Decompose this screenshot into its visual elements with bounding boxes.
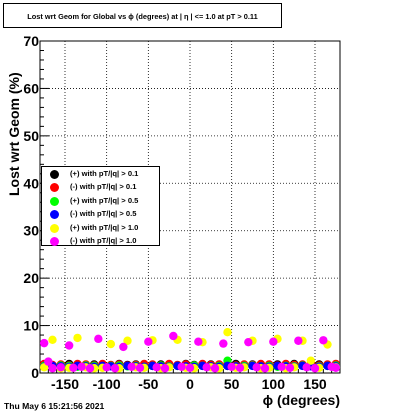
y-tick-label: 10 <box>23 318 39 334</box>
data-point <box>185 363 195 372</box>
legend-label: (-) with pT/|q| > 1.0 <box>70 236 137 245</box>
legend-label: (+) with pT/|q| > 1.0 <box>70 222 139 232</box>
data-point <box>244 337 253 347</box>
data-point <box>135 363 145 372</box>
x-tick-label: -150 <box>51 376 79 392</box>
data-point <box>160 364 170 373</box>
data-point <box>119 342 128 352</box>
timestamp-footer: Thu May 6 15:21:56 2021 <box>4 401 105 411</box>
legend-label: (+) with pT/|q| > 0.1 <box>70 169 139 178</box>
legend-marker <box>50 170 59 179</box>
data-point <box>85 364 95 373</box>
data-point <box>177 362 186 372</box>
x-axis-label: ϕ (degrees) <box>262 392 340 408</box>
data-point <box>169 331 178 341</box>
legend-label: (+) with pT/|q| > 0.5 <box>70 195 139 205</box>
data-point <box>110 364 120 373</box>
data-point <box>319 336 328 345</box>
data-point <box>102 363 111 372</box>
legend-entry: (+) with pT/|q| > 0.5 <box>42 195 159 208</box>
legend-marker <box>50 196 59 206</box>
x-tick-label: -100 <box>93 376 121 392</box>
legend-marker <box>50 210 59 220</box>
y-axis-label: Lost wrt Geom (%) <box>6 72 22 196</box>
legend-entry: (+) with pT/|q| > 1.0 <box>42 222 159 235</box>
data-point <box>127 362 136 372</box>
data-point <box>285 363 295 372</box>
data-point <box>260 364 270 373</box>
legend: (+) with pT/|q| > 0.1 (-) with pT/|q| > 0… <box>41 166 160 246</box>
y-tick-label: 20 <box>23 270 39 286</box>
legend-marker <box>50 183 59 193</box>
legend-entry: (+) with pT/|q| > 0.1 <box>42 168 159 181</box>
legend-marker <box>50 223 59 233</box>
legend-entry: (-) with pT/|q| > 0.5 <box>42 208 159 221</box>
data-point <box>269 337 278 346</box>
data-point <box>64 341 74 350</box>
y-tick-label: 40 <box>23 175 39 191</box>
x-tick-label: 150 <box>303 376 327 392</box>
y-tick-label: 70 <box>23 33 39 49</box>
data-point <box>306 356 316 365</box>
data-point <box>56 363 66 372</box>
data-point <box>235 363 245 372</box>
data-point <box>223 328 232 337</box>
data-point <box>294 336 303 345</box>
data-point <box>219 339 228 348</box>
x-tick-label: 0 <box>186 376 194 392</box>
data-point <box>123 336 132 345</box>
data-point <box>331 363 341 372</box>
legend-label: (-) with pT/|q| > 0.1 <box>70 182 137 192</box>
data-point <box>77 362 86 372</box>
data-point <box>48 335 57 344</box>
data-point <box>144 337 153 346</box>
data-point <box>302 363 311 372</box>
data-point <box>69 363 78 372</box>
y-tick-label: 60 <box>23 80 39 96</box>
y-tick-label: 30 <box>23 223 39 239</box>
x-tick-label: 50 <box>224 376 240 392</box>
legend-marker <box>50 237 59 246</box>
data-point <box>252 363 261 372</box>
data-point <box>94 334 103 344</box>
data-point <box>73 333 82 343</box>
data-point <box>39 338 49 348</box>
data-point <box>194 337 203 346</box>
data-point <box>152 363 161 372</box>
data-point <box>202 363 211 372</box>
data-point <box>44 357 53 366</box>
legend-entry: (-) with pT/|q| > 0.1 <box>42 181 159 194</box>
data-point <box>48 364 57 373</box>
data-point <box>106 339 116 349</box>
legend-label: (-) with pT/|q| > 0.5 <box>70 209 137 219</box>
y-tick-label: 50 <box>23 128 39 144</box>
legend-entry: (-) with pT/|q| > 1.0 <box>42 235 159 248</box>
title-box: Lost wrt Geom for Global vs ϕ (degrees) … <box>3 3 282 28</box>
data-point <box>210 364 220 373</box>
chart-title: Lost wrt Geom for Global vs ϕ (degrees) … <box>27 12 258 21</box>
x-tick-label: -50 <box>138 376 158 392</box>
x-tick-label: 100 <box>262 376 286 392</box>
data-point <box>277 362 286 372</box>
y-tick-label: 0 <box>31 365 39 381</box>
data-point <box>310 364 320 373</box>
data-point <box>227 362 236 372</box>
